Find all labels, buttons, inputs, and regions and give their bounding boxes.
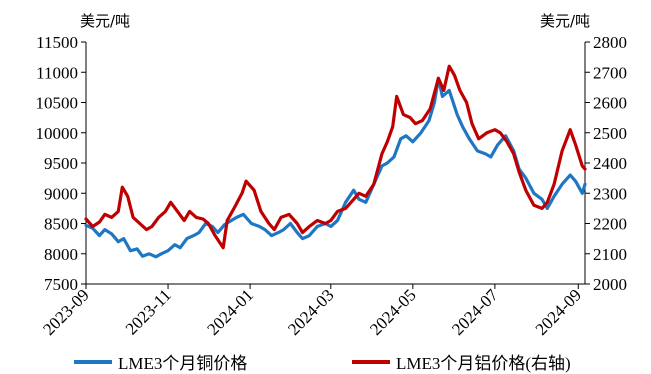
x-tick-label: 2023-11 xyxy=(122,285,175,338)
aluminum-price-line xyxy=(84,64,587,250)
right-tick-label: 2100 xyxy=(593,245,627,264)
right-tick-label: 2300 xyxy=(593,184,627,203)
left-tick-label: 11500 xyxy=(36,33,78,52)
left-tick-label: 8500 xyxy=(44,215,78,234)
legend-item-aluminum: LME3个月铝价格(右轴) xyxy=(352,349,571,374)
x-tick-label: 2024-09 xyxy=(532,285,586,339)
right-tick-label: 2700 xyxy=(593,63,627,82)
right-tick-label: 2200 xyxy=(593,215,627,234)
plot-area: 7500 8000 8500 9000 9500 10000 10500 11000 11500… xyxy=(36,33,628,339)
legend-label-aluminum: LME3个月铝价格(右轴) xyxy=(396,354,571,373)
left-axis-unit: 美元/吨 xyxy=(80,12,131,30)
right-tick-label: 2000 xyxy=(593,275,627,294)
x-tick-label: 2024-01 xyxy=(203,285,257,339)
legend-label-copper: LME3个月铜价格 xyxy=(118,354,248,373)
legend-item-copper: LME3个月铜价格 xyxy=(74,349,247,374)
left-tick-label: 10500 xyxy=(36,94,79,113)
x-tick-label: 2024-03 xyxy=(284,285,338,339)
right-tick-label: 2600 xyxy=(593,94,627,113)
left-tick-label: 8000 xyxy=(44,245,78,264)
legend-swatch-copper xyxy=(74,359,112,364)
left-tick-label: 11000 xyxy=(36,63,78,82)
right-tick-label: 2800 xyxy=(593,33,627,52)
left-tick-label: 9500 xyxy=(44,154,78,173)
left-tick-label: 7500 xyxy=(44,275,78,294)
legend-swatch-aluminum xyxy=(352,359,390,364)
x-tick-label: 2024-07 xyxy=(448,285,502,339)
right-tick-label: 2400 xyxy=(593,154,627,173)
left-tick-label: 10000 xyxy=(36,124,79,143)
right-axis-unit: 美元/吨 xyxy=(540,12,591,30)
x-tick-label: 2024-05 xyxy=(366,285,420,339)
left-tick-label: 9000 xyxy=(44,184,78,203)
copper-price-line xyxy=(84,76,587,259)
right-tick-label: 2500 xyxy=(593,124,627,143)
